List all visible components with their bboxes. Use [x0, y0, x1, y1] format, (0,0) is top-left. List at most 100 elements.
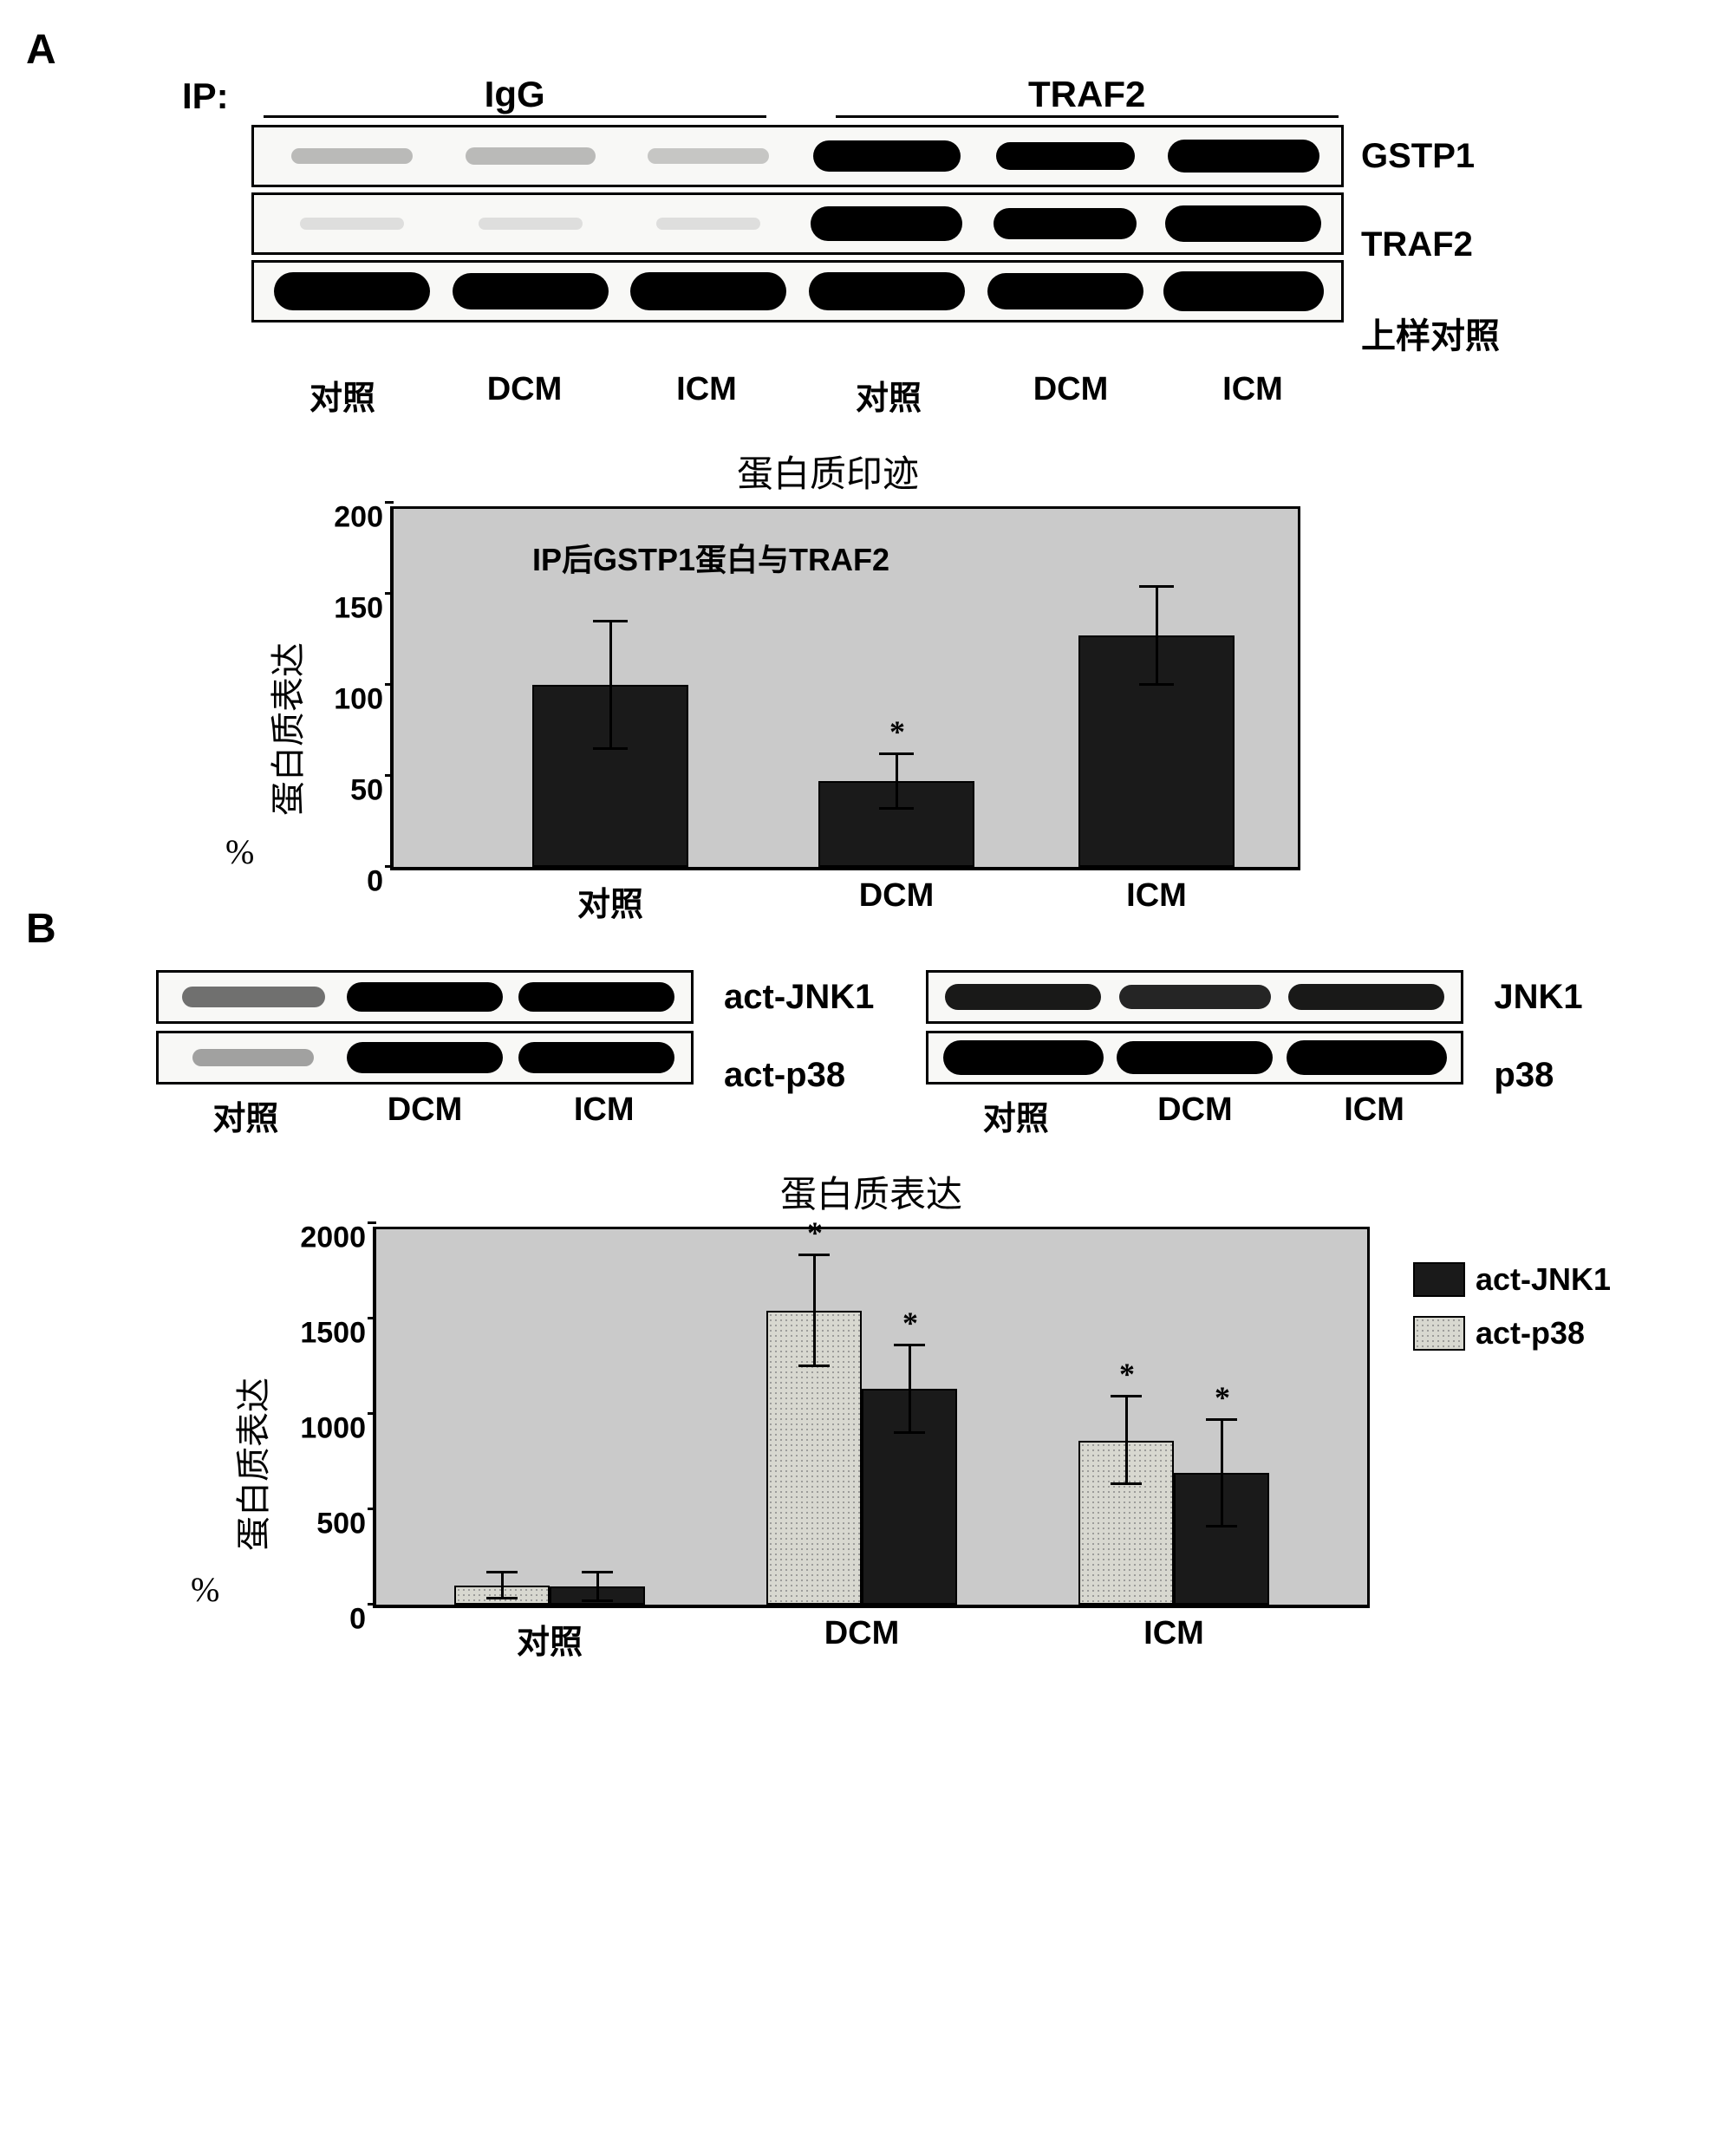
legend-swatch	[1413, 1316, 1465, 1351]
blot-row	[926, 1031, 1463, 1085]
ytick-label: 50	[350, 774, 383, 808]
lane-label: 对照	[251, 371, 433, 419]
error-cap	[894, 1344, 925, 1346]
chart-a-xlabel: ICM	[1126, 877, 1187, 915]
blot-band	[630, 272, 786, 310]
error-bar	[813, 1255, 816, 1366]
blot-row-label: act-JNK1	[724, 970, 874, 1024]
error-bar	[1221, 1420, 1223, 1527]
blot-row	[156, 970, 694, 1024]
chart-b-xlabel: ICM	[1143, 1615, 1204, 1652]
chart-b-legend: act-JNK1 act-p38	[1413, 1261, 1611, 1352]
error-cap	[486, 1597, 518, 1599]
chart-a-ylabel: 蛋白质表达	[260, 642, 310, 816]
blot-row	[926, 970, 1463, 1024]
lane-label: DCM	[1105, 1091, 1285, 1139]
legend-label: act-JNK1	[1476, 1261, 1611, 1298]
error-cap	[1111, 1395, 1142, 1397]
lane-label: DCM	[980, 371, 1162, 419]
ytick-label: 2000	[300, 1221, 366, 1255]
significance-marker: *	[1119, 1356, 1135, 1392]
blot-row-label: act-p38	[724, 1048, 874, 1102]
error-bar	[1156, 587, 1158, 685]
blot-band	[943, 1040, 1104, 1075]
error-cap	[582, 1571, 613, 1573]
panel-a: A IP: IgG TRAF2 GSTP1TRAF2上样对照 对照DCMICM对…	[26, 26, 1707, 870]
blot-band	[453, 273, 609, 309]
chart-a: 蛋白质印迹IP后GSTP1蛋白与TRAF2050100150200对照*DCMI…	[286, 445, 1370, 870]
ytick-label: 200	[334, 501, 383, 535]
blot-band	[518, 1042, 674, 1073]
ip-line	[264, 115, 766, 118]
lane-label: DCM	[433, 371, 616, 419]
lane-label: DCM	[336, 1091, 515, 1139]
blot-band	[809, 272, 965, 310]
blot-band	[479, 218, 583, 230]
blot-band	[1119, 985, 1271, 1009]
ip-group-traf2: TRAF2	[1028, 74, 1145, 115]
significance-marker: *	[902, 1305, 918, 1341]
ytick-label: 100	[334, 683, 383, 717]
blot-band	[1288, 984, 1444, 1010]
blot-band	[1117, 1041, 1273, 1074]
blot-band	[811, 206, 962, 241]
blot-row-label: JNK1	[1494, 970, 1582, 1024]
chart-b-title: 蛋白质表达	[373, 1165, 1370, 1218]
chart-b-ylabel: 蛋白质表达	[225, 1378, 276, 1551]
blot-row	[251, 260, 1344, 322]
error-cap	[1206, 1418, 1237, 1421]
lane-label: ICM	[616, 371, 798, 419]
ytick-mark	[368, 1317, 376, 1319]
blot-band	[987, 273, 1143, 309]
blot-row	[251, 125, 1344, 187]
blot-band	[518, 982, 674, 1012]
lane-label: 对照	[926, 1091, 1105, 1139]
ytick-label: 150	[334, 592, 383, 626]
blot-row	[156, 1031, 694, 1085]
significance-marker: *	[807, 1215, 823, 1251]
chart-a-subtitle: IP后GSTP1蛋白与TRAF2	[532, 535, 889, 580]
blot-row-label: GSTP1	[1361, 125, 1500, 187]
ytick-label: 0	[349, 1603, 366, 1637]
ytick-label: 1500	[300, 1317, 366, 1351]
error-bar	[596, 1573, 599, 1601]
blot-band	[994, 208, 1137, 239]
blot-band	[1165, 205, 1321, 242]
blot-row-label: 上样对照	[1361, 302, 1500, 364]
chart-a-pct: %	[225, 831, 254, 872]
blot-band	[274, 272, 430, 310]
ip-header: IP: IgG TRAF2	[182, 74, 1707, 118]
legend-item: act-p38	[1413, 1315, 1611, 1352]
blot-panel-a: GSTP1 TRAF2 上样对照	[251, 125, 1707, 364]
ytick-mark	[385, 592, 394, 595]
lane-label: 对照	[798, 371, 980, 419]
significance-marker: *	[889, 713, 905, 750]
blot-band	[300, 218, 404, 230]
error-cap	[582, 1599, 613, 1602]
panel-a-label: A	[26, 26, 56, 74]
error-bar	[609, 622, 612, 749]
error-cap	[593, 620, 628, 622]
blot-row-label: TRAF2	[1361, 213, 1500, 276]
blot-row-label: p38	[1494, 1048, 1582, 1102]
blot-band	[192, 1049, 314, 1066]
error-cap	[879, 807, 914, 810]
error-cap	[1139, 683, 1174, 686]
panel-b: B 对照DCMICM act-JNK1act-p38 对照DCMICM JNK1…	[26, 905, 1707, 1608]
ytick-mark	[368, 1221, 376, 1224]
legend-label: act-p38	[1476, 1315, 1585, 1352]
blot-band	[656, 218, 760, 230]
chart-b-pct: %	[191, 1569, 219, 1610]
ip-label: IP:	[182, 75, 229, 117]
blot-band	[1168, 140, 1319, 173]
ytick-mark	[368, 1603, 376, 1606]
blot-panel-b: 对照DCMICM act-JNK1act-p38 对照DCMICM JNK1p3…	[156, 970, 1707, 1139]
blot-band	[347, 982, 503, 1012]
error-cap	[1139, 585, 1174, 588]
lane-label: ICM	[514, 1091, 694, 1139]
chart-b: 蛋白质表达0500100015002000对照**DCM**ICM蛋白质表达%a…	[269, 1165, 1656, 1608]
error-bar	[909, 1345, 911, 1433]
ytick-mark	[385, 683, 394, 686]
lane-label: ICM	[1162, 371, 1344, 419]
blot-band	[648, 148, 769, 164]
